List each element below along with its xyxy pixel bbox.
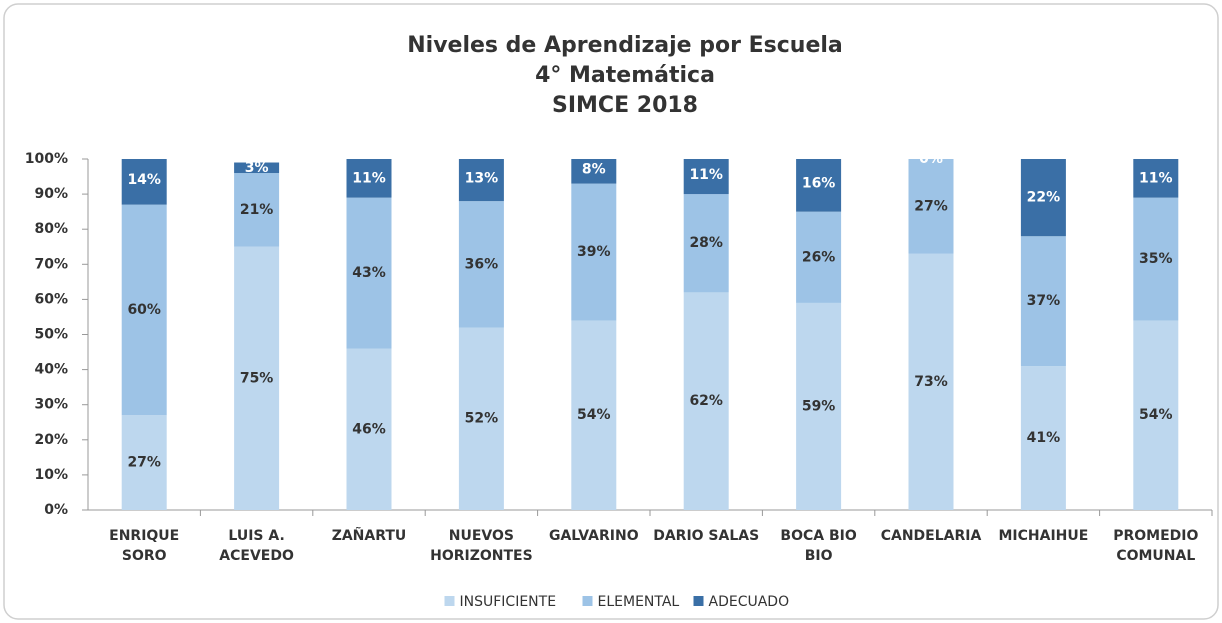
legend-label: ADECUADO bbox=[709, 594, 790, 610]
bar-segment bbox=[458, 327, 504, 510]
value-label: 27% bbox=[914, 198, 948, 214]
value-label: 52% bbox=[465, 411, 499, 427]
bar-segment bbox=[1133, 159, 1179, 198]
bar-segment bbox=[121, 204, 167, 416]
bars: 27% 60% 14% 75% 21% 3% 46% 43% 11% 52% 36% 13% 54% 39… bbox=[121, 151, 1179, 510]
value-label: 26% bbox=[802, 249, 836, 265]
value-label: 3% bbox=[245, 160, 269, 176]
bar-segment bbox=[796, 302, 842, 510]
legend-label: ELEMENTAL bbox=[598, 594, 680, 610]
y-tick-label: 40% bbox=[34, 362, 68, 378]
bar-segment bbox=[1020, 236, 1066, 367]
bar-segment bbox=[234, 162, 280, 174]
x-tick-label: NUEVOS HORIZONTES bbox=[430, 528, 533, 564]
y-tick-label: 0% bbox=[44, 502, 68, 518]
value-label: 28% bbox=[689, 235, 723, 251]
y-tick-label: 70% bbox=[34, 256, 68, 272]
value-label: 37% bbox=[1027, 293, 1061, 309]
y-tick-label: 30% bbox=[34, 397, 68, 413]
x-tick-label: ZAÑARTU bbox=[332, 527, 407, 544]
value-label: 16% bbox=[802, 176, 836, 192]
value-label: 36% bbox=[465, 256, 499, 272]
x-tick-label: ENRIQUE SORO bbox=[109, 528, 179, 564]
value-label: 41% bbox=[1027, 430, 1061, 446]
legend-swatch bbox=[693, 596, 704, 606]
y-tick-label: 50% bbox=[34, 327, 68, 343]
bar-segment bbox=[683, 292, 729, 510]
y-tick-label: 90% bbox=[34, 186, 68, 202]
x-tick-label: DARIO SALAS bbox=[653, 528, 759, 544]
bar-segment bbox=[571, 159, 617, 184]
bar-segment bbox=[458, 159, 504, 202]
value-label: 11% bbox=[689, 167, 723, 183]
bar-segment bbox=[1133, 320, 1179, 510]
bar-segment bbox=[796, 159, 842, 212]
bar-segment bbox=[234, 173, 280, 247]
y-tick-label: 80% bbox=[34, 221, 68, 237]
y-tick-label: 10% bbox=[34, 467, 68, 483]
value-label: 14% bbox=[127, 172, 161, 188]
value-label: 11% bbox=[352, 170, 386, 186]
x-tick-label: MICHAIHUE bbox=[998, 528, 1088, 544]
bar-segment bbox=[1020, 159, 1066, 237]
bar-segment bbox=[1020, 366, 1066, 510]
bar-segment bbox=[908, 159, 954, 254]
bar-segment bbox=[683, 159, 729, 195]
value-label: 27% bbox=[127, 455, 161, 471]
value-label: 59% bbox=[802, 398, 836, 414]
bar-segment bbox=[571, 320, 617, 510]
value-label: 54% bbox=[577, 407, 611, 423]
value-label: 35% bbox=[1139, 251, 1173, 267]
y-tick-label: 100% bbox=[25, 151, 68, 167]
value-label: 54% bbox=[1139, 407, 1173, 423]
value-label: 0% bbox=[919, 151, 943, 167]
bar-segment bbox=[234, 246, 280, 510]
x-tick-label: PROMEDIO COMUNAL bbox=[1113, 528, 1198, 564]
bar-segment bbox=[796, 211, 842, 303]
x-tick-label: GALVARINO bbox=[549, 528, 639, 544]
value-label: 60% bbox=[127, 302, 161, 318]
bar-segment bbox=[571, 183, 617, 321]
bar-segment bbox=[346, 159, 392, 198]
value-label: 46% bbox=[352, 421, 386, 437]
bar-segment bbox=[346, 197, 392, 349]
bar-segment bbox=[121, 415, 167, 510]
x-tick-label: LUIS A. ACEVEDO bbox=[219, 528, 294, 564]
legend-swatch bbox=[444, 596, 455, 606]
value-label: 75% bbox=[240, 370, 274, 386]
value-label: 11% bbox=[1139, 170, 1173, 186]
bar-segment bbox=[346, 348, 392, 510]
bar-segment bbox=[683, 194, 729, 293]
value-label: 22% bbox=[1027, 190, 1061, 206]
value-label: 13% bbox=[465, 170, 499, 186]
x-tick-label: CANDELARIA bbox=[881, 528, 982, 544]
bar-segment bbox=[1133, 197, 1179, 321]
bar-segment bbox=[908, 253, 954, 510]
value-label: 73% bbox=[914, 374, 948, 390]
x-tick-label: BOCA BIO BIO bbox=[780, 528, 856, 564]
chart-title: Niveles de Aprendizaje por Escuela 4° Mat… bbox=[407, 33, 843, 118]
y-tick-label: 60% bbox=[34, 291, 68, 307]
bar-segment bbox=[121, 159, 167, 205]
legend-swatch bbox=[582, 596, 593, 606]
bar-segment bbox=[458, 201, 504, 328]
value-label: 39% bbox=[577, 244, 611, 260]
value-label: 8% bbox=[582, 162, 606, 178]
legend-label: INSUFICIENTE bbox=[460, 594, 557, 610]
value-label: 62% bbox=[689, 393, 723, 409]
value-label: 43% bbox=[352, 265, 386, 281]
value-label: 21% bbox=[240, 202, 274, 218]
y-tick-label: 20% bbox=[34, 432, 68, 448]
